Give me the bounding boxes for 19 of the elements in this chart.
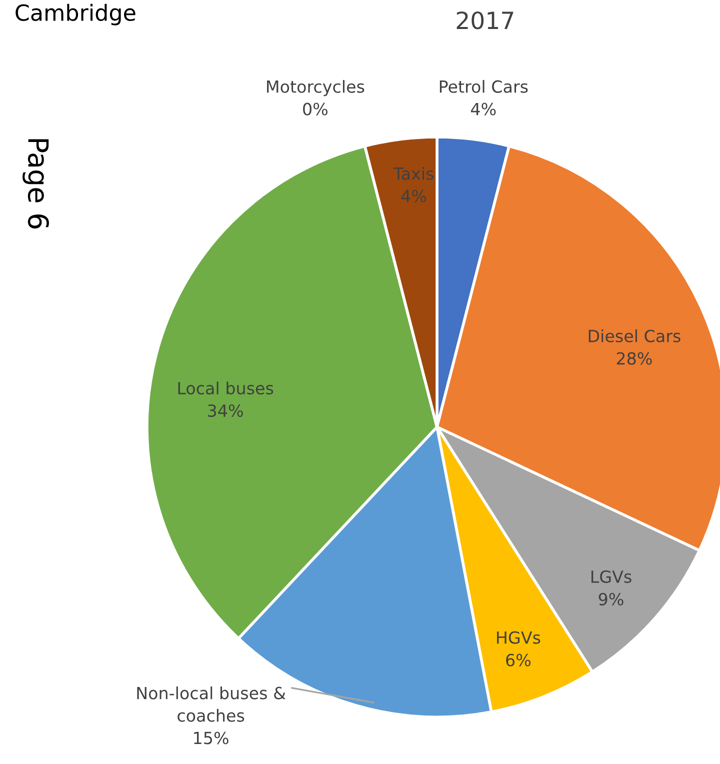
- data-label: 9%: [598, 592, 624, 606]
- category-label: Motorcycles: [267, 80, 364, 96]
- slice-label: HGVs: [497, 631, 540, 644]
- text: 0%: [303, 102, 328, 116]
- data-label: 4%: [401, 190, 426, 202]
- slice-label: Petrol Cars: [440, 80, 528, 93]
- slice-label: Diesel Cars: [588, 329, 680, 342]
- data-label: 15%: [194, 732, 228, 744]
- slice-label: Taxis: [393, 167, 434, 180]
- data-label: 34%: [208, 404, 243, 417]
- slice-label: Local buses: [178, 382, 274, 395]
- slice-label: Non-local buses & coaches: [137, 686, 286, 722]
- data-label: 28%: [616, 352, 652, 365]
- text: Page 6: [22, 139, 49, 228]
- data-label: 4%: [470, 102, 496, 116]
- data-label: 6%: [506, 654, 530, 666]
- slice-label: LGVs: [591, 570, 632, 584]
- chart-title: 2017: [456, 11, 514, 30]
- text: Cambridge: [16, 4, 136, 26]
